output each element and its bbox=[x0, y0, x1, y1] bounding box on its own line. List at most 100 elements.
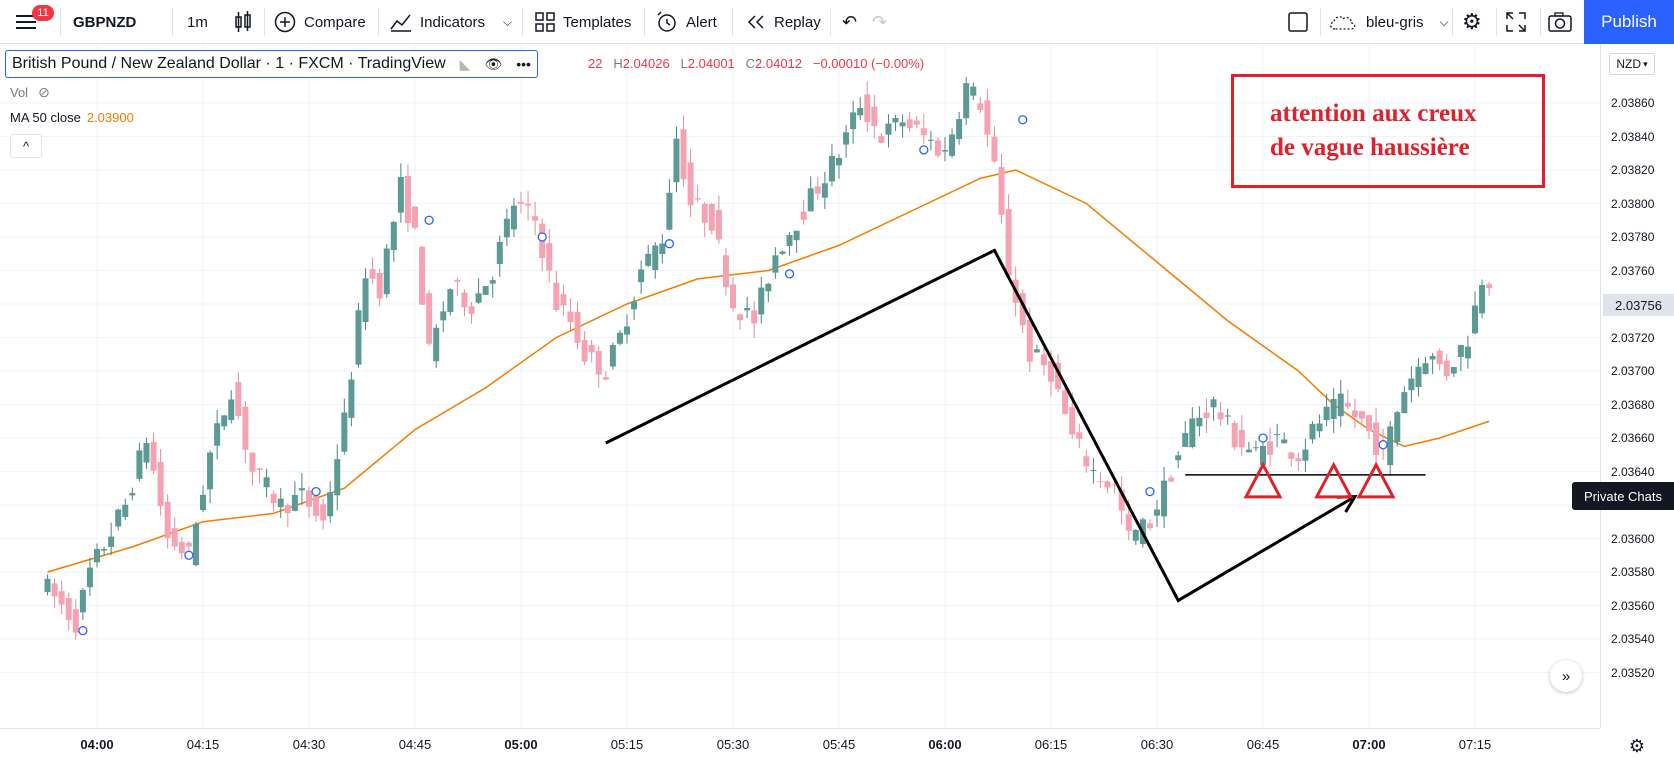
candle-body bbox=[666, 192, 673, 230]
candle-body bbox=[341, 412, 348, 452]
price-chart[interactable] bbox=[0, 44, 1600, 728]
candle-body bbox=[701, 203, 708, 223]
candle-body bbox=[1337, 393, 1344, 417]
candle-body bbox=[1203, 412, 1210, 419]
high-key: H bbox=[613, 56, 623, 71]
candle-body bbox=[313, 496, 320, 516]
toolbar-divider bbox=[264, 8, 265, 36]
warning-triangle bbox=[1356, 461, 1396, 499]
change-value: −0.00010 (−0.00%) bbox=[812, 56, 925, 71]
candle-body bbox=[525, 203, 532, 206]
interval-button[interactable]: 1m bbox=[187, 13, 208, 31]
candle-body bbox=[1182, 433, 1189, 447]
candle-body bbox=[122, 504, 129, 517]
axis-settings-button[interactable]: ⚙ bbox=[1620, 732, 1654, 760]
event-marker bbox=[919, 145, 929, 155]
volume-legend[interactable]: Vol ⊘ bbox=[10, 84, 50, 101]
candle-body bbox=[1224, 415, 1231, 417]
menu-button[interactable] bbox=[16, 0, 38, 44]
compare-button[interactable]: Compare bbox=[274, 0, 366, 44]
fullscreen-button[interactable] bbox=[1506, 0, 1526, 44]
candle-body bbox=[65, 598, 72, 620]
candle-body bbox=[298, 488, 305, 491]
chart-type-button[interactable] bbox=[234, 0, 252, 44]
templates-label: Templates bbox=[563, 13, 632, 31]
current-price-label: 2.03756 bbox=[1603, 294, 1674, 316]
candle-body bbox=[1479, 285, 1486, 314]
time-tick-label: 07:15 bbox=[1458, 737, 1492, 752]
event-marker bbox=[1018, 115, 1028, 125]
flag-icon[interactable]: ◣ bbox=[459, 55, 471, 72]
candle-body bbox=[334, 459, 341, 496]
candle-body bbox=[108, 536, 115, 547]
ma-legend[interactable]: MA 50 close 2.03900 bbox=[10, 110, 134, 125]
candle-body bbox=[510, 205, 517, 230]
hidden-eye-icon[interactable]: ⊘ bbox=[38, 84, 50, 100]
snapshot-button[interactable] bbox=[1548, 0, 1572, 44]
close-key: C bbox=[745, 56, 756, 71]
candle-body bbox=[1154, 509, 1160, 516]
layout-menu-button[interactable]: bleu-gris ⌵ bbox=[1328, 0, 1449, 44]
candle-body bbox=[1048, 361, 1054, 382]
candle-body bbox=[1408, 378, 1415, 391]
candle-body bbox=[86, 567, 93, 588]
indicators-icon bbox=[390, 14, 411, 32]
templates-button[interactable]: Templates bbox=[535, 0, 631, 44]
publish-button[interactable]: Publish bbox=[1584, 0, 1674, 44]
toolbar-divider bbox=[1540, 8, 1541, 36]
candle-body bbox=[390, 221, 397, 251]
settings-button[interactable]: ⚙ bbox=[1462, 0, 1482, 44]
candle-body bbox=[843, 132, 850, 145]
eye-icon[interactable]: 👁 bbox=[484, 55, 503, 72]
annotation-box[interactable]: attention aux creux de vague haussière bbox=[1231, 74, 1545, 188]
ma-label: MA 50 close bbox=[10, 110, 81, 125]
time-axis[interactable]: 04:00 04:15 04:30 04:45 05:00 05:15 05:30 05:45… bbox=[0, 728, 1600, 762]
scroll-to-realtime-button[interactable]: » bbox=[1550, 660, 1582, 692]
price-tick-label: 2.03860 bbox=[1611, 96, 1655, 110]
candle-body bbox=[1168, 477, 1175, 482]
replay-label: Replay bbox=[774, 13, 821, 31]
candle-body bbox=[454, 280, 461, 282]
candle-body bbox=[1288, 452, 1295, 459]
undo-icon: ↶ bbox=[842, 11, 858, 32]
collapse-legend-button[interactable]: ^ bbox=[10, 134, 42, 158]
candle-body bbox=[1097, 481, 1104, 483]
candle-body bbox=[129, 493, 136, 496]
candle-body bbox=[1069, 407, 1076, 435]
alert-button[interactable]: Alert bbox=[656, 0, 717, 44]
candle-body bbox=[624, 326, 630, 335]
candle-body bbox=[362, 278, 369, 323]
volume-label: Vol bbox=[10, 85, 29, 100]
redo-button[interactable]: ↷ bbox=[872, 0, 887, 44]
candle-body bbox=[920, 128, 927, 136]
gear-icon: ⚙ bbox=[1628, 735, 1646, 756]
private-chats-button[interactable]: Private Chats bbox=[1572, 482, 1674, 510]
toolbar-divider bbox=[644, 8, 645, 36]
candle-body bbox=[779, 251, 786, 254]
indicators-button[interactable]: Indicators ⌵ bbox=[390, 0, 512, 44]
toolbar-divider bbox=[522, 8, 523, 36]
hamburger-icon bbox=[16, 15, 36, 29]
candle-body bbox=[1387, 426, 1394, 466]
toolbar-divider bbox=[1320, 8, 1321, 36]
candle-body bbox=[956, 119, 963, 140]
candle-body bbox=[687, 162, 694, 206]
candle-body bbox=[1083, 456, 1090, 467]
currency-selector[interactable]: NZD ▾ bbox=[1609, 53, 1655, 75]
fullscreen-layout-button[interactable] bbox=[1288, 0, 1308, 44]
undo-button[interactable]: ↶ bbox=[842, 0, 857, 44]
chevron-down-icon: ▾ bbox=[1643, 58, 1648, 69]
candle-body bbox=[94, 549, 100, 563]
price-tick-label: 2.03780 bbox=[1611, 230, 1655, 244]
event-marker bbox=[1145, 486, 1155, 497]
symbol-legend[interactable]: British Pound / New Zealand Dollar · 1 ·… bbox=[5, 50, 538, 78]
more-icon[interactable]: ••• bbox=[516, 56, 531, 72]
candle-body bbox=[680, 129, 687, 180]
replay-button[interactable]: Replay bbox=[746, 0, 821, 44]
candle-body bbox=[306, 490, 312, 507]
candle-body bbox=[327, 492, 334, 517]
candle-body bbox=[1366, 415, 1372, 431]
symbol-search-button[interactable]: GBPNZD bbox=[73, 13, 137, 31]
price-axis[interactable]: 2.03860 2.03840 2.03820 2.03800 2.03780 2.037… bbox=[1600, 44, 1674, 728]
notification-badge: 11 bbox=[32, 5, 54, 21]
